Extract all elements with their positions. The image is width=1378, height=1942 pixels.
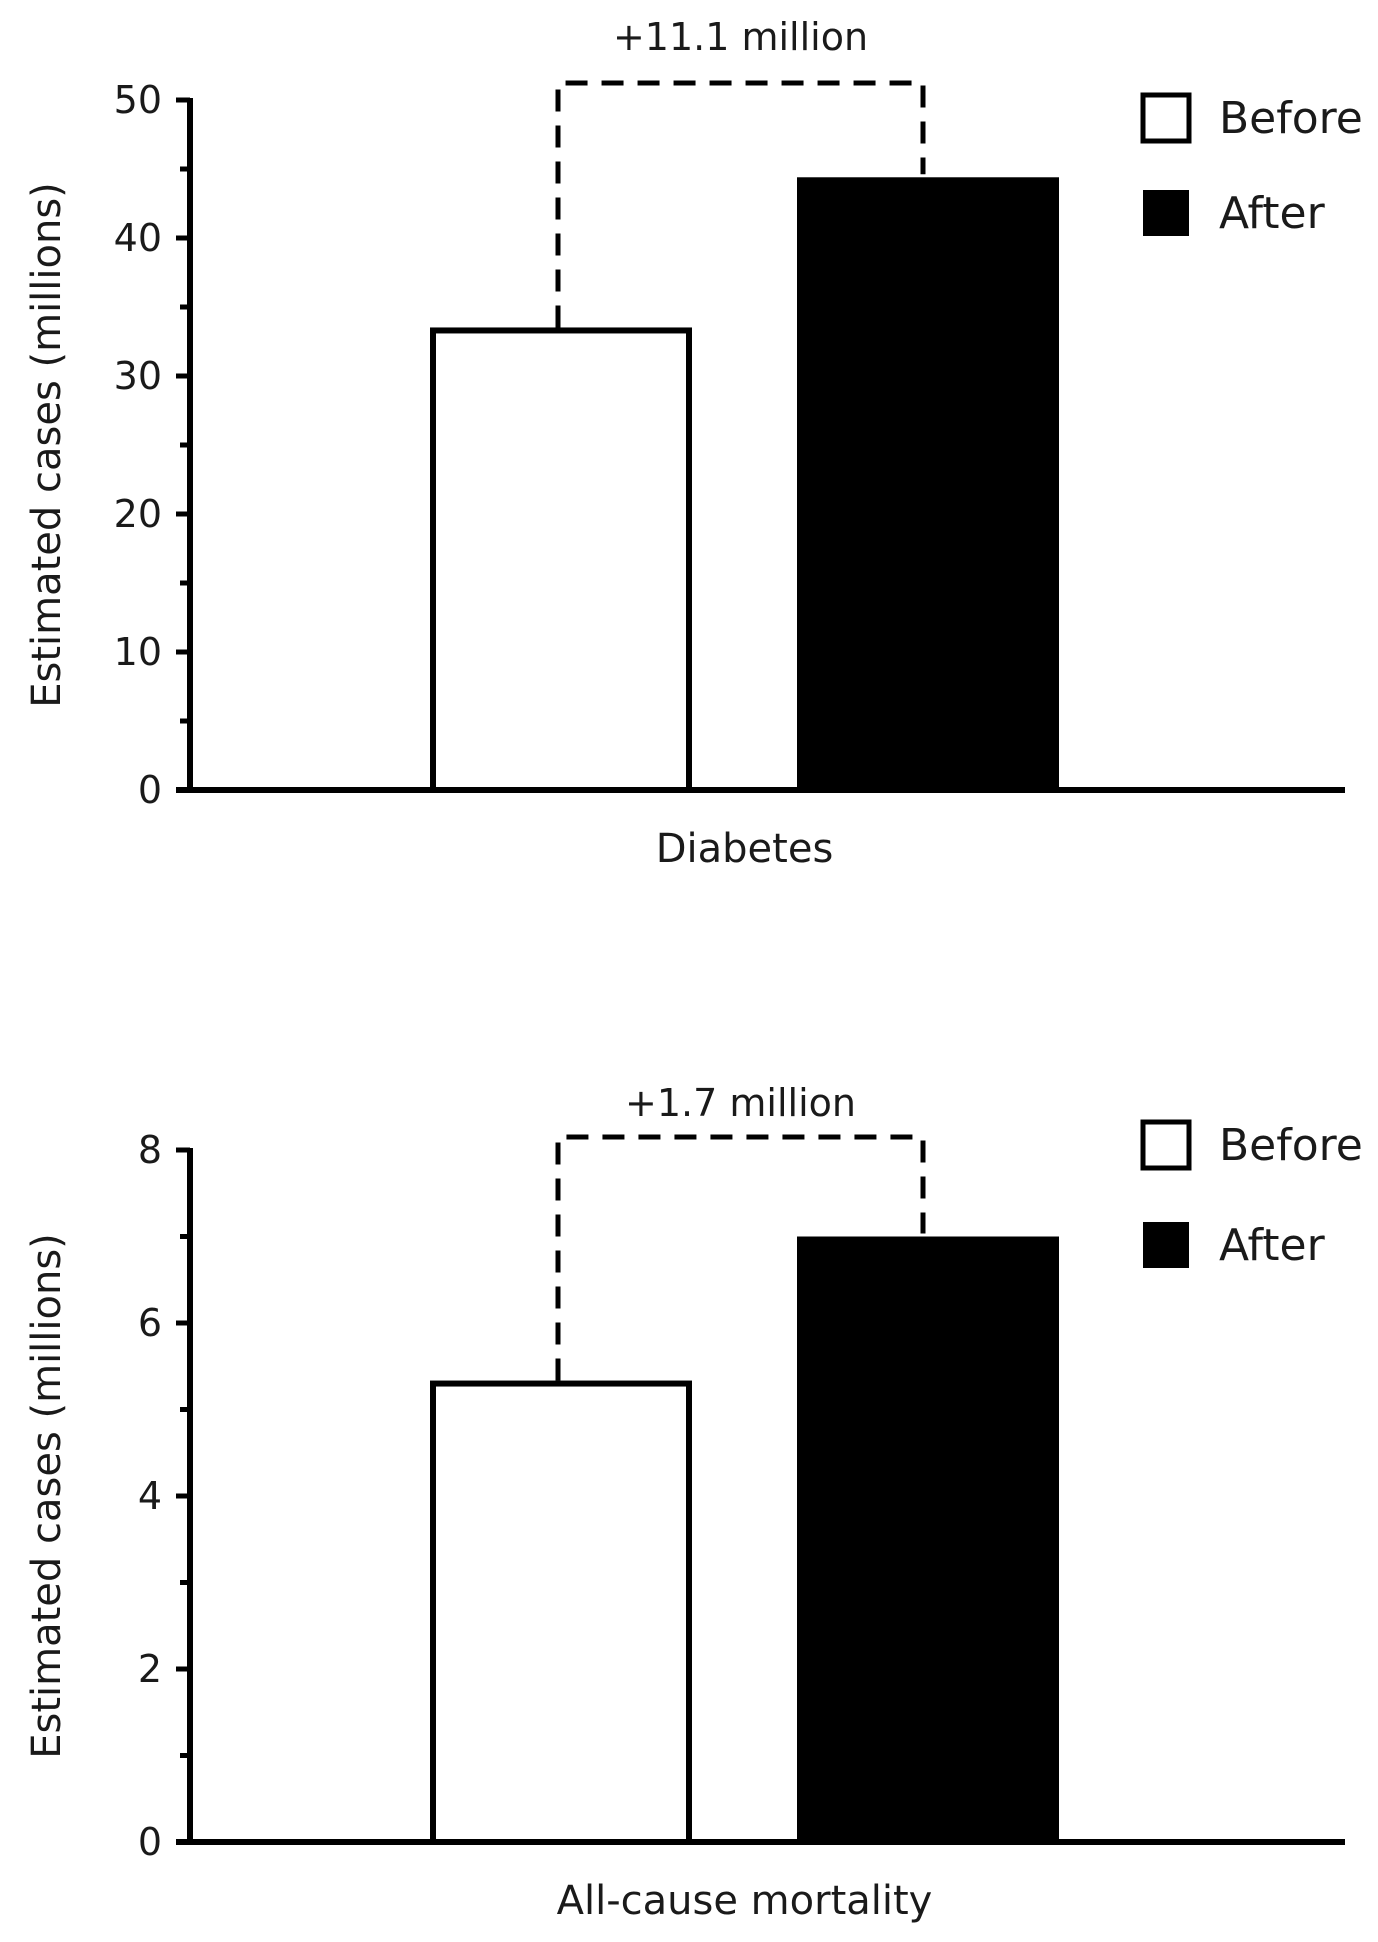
bar-after (797, 1236, 1059, 1842)
x-category-label: All-cause mortality (557, 1878, 933, 1924)
y-tick-label: 40 (114, 216, 162, 260)
legend-label-before: Before (1219, 1120, 1363, 1171)
y-tick-label: 20 (114, 492, 162, 536)
difference-bracket (555, 1134, 926, 1381)
bar-before (430, 327, 692, 793)
y-tick-label: 8 (138, 1128, 162, 1172)
bar-after (797, 177, 1059, 790)
y-tick-label: 10 (114, 630, 162, 674)
legend-swatch-before (1140, 92, 1192, 144)
y-tick-label: 50 (114, 78, 162, 122)
y-tick-label: 30 (114, 354, 162, 398)
legend-label-after: After (1219, 1220, 1326, 1271)
y-tick-label: 0 (138, 768, 162, 812)
legend-label-before: Before (1219, 93, 1363, 144)
difference-label: +11.1 million (613, 15, 868, 59)
difference-bracket (555, 80, 926, 328)
y-axis-title: Estimated cases (millions) (24, 1233, 70, 1759)
y-axis-title: Estimated cases (millions) (24, 182, 70, 708)
bar-before (430, 1380, 692, 1846)
legend-swatch-after (1143, 190, 1189, 236)
chart-panel-1: 0 10 20 30 40 50 Estimated cases (millions) Dia… (24, 15, 1363, 872)
legend-swatch-after (1143, 1222, 1189, 1268)
y-tick-label: 2 (138, 1647, 162, 1691)
y-tick-label: 6 (138, 1301, 162, 1345)
y-tick-label: 0 (138, 1820, 162, 1864)
y-tick-label: 4 (138, 1474, 162, 1518)
legend-swatch-before (1140, 1119, 1192, 1171)
x-category-label: Diabetes (656, 826, 834, 872)
difference-label: +1.7 million (625, 1081, 856, 1125)
chart-panel-2: 0 2 4 6 8 Estimated cases (millions) All-cause… (24, 1081, 1363, 1924)
legend-label-after: After (1219, 188, 1326, 239)
